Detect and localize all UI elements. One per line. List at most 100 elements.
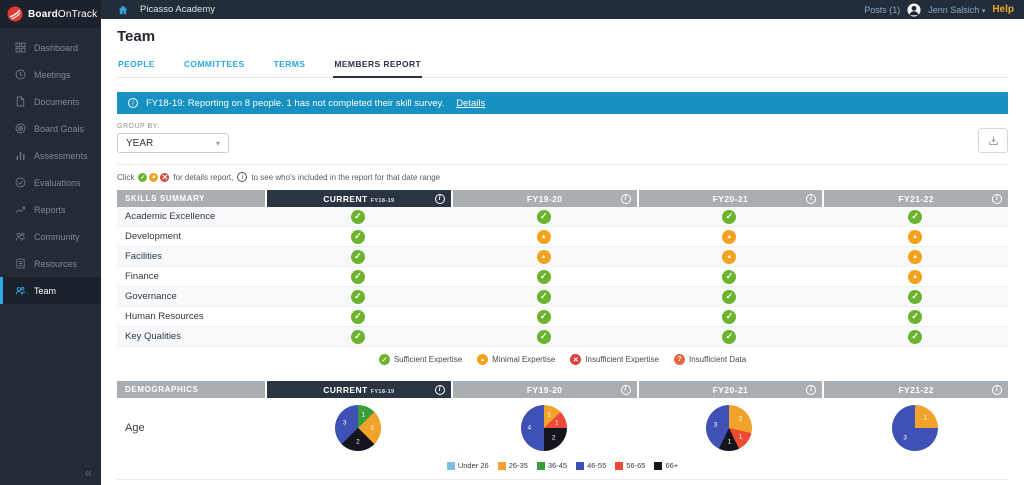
status-sufficient-icon[interactable]: ✓ (722, 269, 737, 284)
status-sufficient-icon[interactable]: ✓ (138, 172, 148, 182)
skill-row-development: Development ✓ ▲ ▲ ▲ (117, 227, 1008, 247)
status-minimal-icon[interactable]: ▲ (722, 229, 737, 244)
tab-committees[interactable]: COMMITTEES (183, 59, 245, 69)
sidebar-item-evaluations[interactable]: Evaluations (0, 169, 101, 196)
status-minimal-icon[interactable]: ▲ (908, 229, 923, 244)
status-sufficient-icon[interactable]: ✓ (536, 309, 551, 324)
status-minimal-icon[interactable]: ▲ (908, 269, 923, 284)
info-icon[interactable] (620, 193, 631, 204)
pie-value: 4 (527, 424, 532, 432)
skill-status-cell: ✓ (637, 269, 823, 284)
topbar: Picasso Academy Posts (1) Jenn Salsich ▾… (101, 0, 1024, 19)
skill-status-cell: ✓ (637, 289, 823, 304)
sidebar-item-label: Meetings (34, 69, 71, 80)
user-menu[interactable]: Jenn Salsich ▾ (928, 5, 985, 15)
status-sufficient-icon[interactable]: ✓ (722, 209, 737, 224)
sidebar-item-documents[interactable]: Documents (0, 88, 101, 115)
sidebar-item-dashboard[interactable]: Dashboard (0, 34, 101, 61)
skills-summary-rows: Academic Excellence ✓ ✓ ✓ ✓ Development ✓ ▲ ▲ ▲ Fa… (117, 207, 1008, 347)
status-minimal-icon[interactable]: ▲ (536, 249, 551, 264)
column-label: FY21-22 (898, 384, 934, 395)
home-icon[interactable] (117, 4, 129, 16)
status-sufficient-icon[interactable]: ✓ (536, 269, 551, 284)
sidebar-item-community[interactable]: Community (0, 223, 101, 250)
download-icon (987, 134, 1000, 147)
age-legend-item-56-65: 56-65 (615, 461, 645, 470)
sidebar-item-board-goals[interactable]: Board Goals (0, 115, 101, 142)
sidebar-item-resources[interactable]: Resources (0, 250, 101, 277)
legend-label: Under 26 (457, 461, 489, 470)
sidebar-item-label: Evaluations (34, 177, 81, 188)
status-sufficient-icon[interactable]: ✓ (908, 289, 923, 304)
status-minimal-icon[interactable]: ▲ (536, 229, 551, 244)
page-content: Team PEOPLE COMMITTEES TERMS MEMBERS REPORT… (101, 19, 1024, 485)
status-sufficient-icon[interactable]: ✓ (908, 329, 923, 344)
details-link[interactable]: Details (456, 97, 486, 109)
target-icon (14, 122, 27, 135)
info-icon[interactable] (806, 193, 817, 204)
info-icon[interactable] (434, 384, 445, 395)
info-banner: FY18-19: Reporting on 8 people. 1 has no… (117, 92, 1008, 114)
status-sufficient-icon[interactable]: ✓ (722, 329, 737, 344)
skill-status-cell: ✓ (451, 309, 637, 324)
status-minimal-icon[interactable]: ▲ (908, 249, 923, 264)
column-header-fy19-20: FY19-20 (452, 381, 637, 398)
user-avatar[interactable] (907, 2, 921, 17)
info-icon[interactable] (992, 384, 1002, 395)
column-header-fy20-21: FY20-21 (638, 190, 823, 207)
skill-status-cell: ▲ (637, 229, 823, 244)
sidebar-item-meetings[interactable]: Meetings (0, 61, 101, 88)
status-sufficient-icon[interactable]: ✓ (722, 289, 737, 304)
sidebar-item-reports[interactable]: Reports (0, 196, 101, 223)
skill-status-cell: ✓ (822, 309, 1008, 324)
status-sufficient-icon[interactable]: ✓ (722, 309, 737, 324)
tab-bar: PEOPLE COMMITTEES TERMS MEMBERS REPORT (117, 54, 1008, 78)
skill-status-cell: ✓ (451, 289, 637, 304)
tab-members-report[interactable]: MEMBERS REPORT (333, 54, 423, 78)
tab-terms[interactable]: TERMS (273, 59, 306, 69)
sidebar-item-assessments[interactable]: Assessments (0, 142, 101, 169)
info-icon[interactable] (434, 193, 445, 204)
export-button[interactable] (978, 128, 1008, 153)
status-sufficient-icon[interactable]: ✓ (350, 309, 365, 324)
status-sufficient-icon[interactable]: ✓ (350, 209, 365, 224)
status-sufficient-icon[interactable]: ✓ (536, 329, 551, 344)
skill-row-governance: Governance ✓ ✓ ✓ ✓ (117, 287, 1008, 307)
skill-name: Key Qualities (125, 331, 181, 342)
status-sufficient-icon[interactable]: ✓ (350, 289, 365, 304)
status-sufficient-icon[interactable]: ✓ (536, 209, 551, 224)
sidebar-item-label: Dashboard (34, 42, 79, 53)
status-sufficient-icon[interactable]: ✓ (536, 289, 551, 304)
status-minimal-icon[interactable]: ▲ (722, 249, 737, 264)
column-header-fy19-20: FY19-20 (452, 190, 637, 207)
tab-people[interactable]: PEOPLE (118, 59, 155, 69)
sidebar-item-team[interactable]: Team (0, 277, 101, 304)
sidebar-item-label: Reports (34, 204, 66, 215)
brand-logo[interactable]: BoardOnTrack (0, 0, 101, 28)
pie-value: 2 (356, 438, 360, 446)
legend-item-nodata: ? Insufficient Data (673, 354, 746, 365)
status-sufficient-icon[interactable]: ✓ (350, 229, 365, 244)
org-name[interactable]: Picasso Academy (140, 4, 215, 15)
info-icon[interactable] (806, 384, 817, 395)
skills-summary-header: SKILLS SUMMARYCURRENTFY18-19FY19-20FY20-… (117, 190, 1008, 207)
status-minimal-icon: ▲ (477, 354, 489, 365)
posts-link[interactable]: Posts (1) (864, 4, 901, 15)
status-minimal-icon[interactable]: ▲ (149, 172, 159, 182)
info-icon[interactable] (992, 193, 1002, 204)
group-by-select[interactable]: YEAR ▾ (117, 133, 229, 153)
status-sufficient-icon[interactable]: ✓ (350, 269, 365, 284)
help-link[interactable]: Help (992, 4, 1014, 15)
status-sufficient-icon[interactable]: ✓ (908, 209, 923, 224)
sidebar-collapse-button[interactable]: « (84, 465, 92, 480)
status-sufficient-icon[interactable]: ✓ (908, 309, 923, 324)
status-insufficient-icon[interactable]: ✕ (160, 172, 170, 182)
legend-swatch (615, 461, 624, 470)
skill-status-cell: ✓ (265, 269, 451, 284)
status-sufficient-icon[interactable]: ✓ (350, 329, 365, 344)
info-icon[interactable] (620, 384, 631, 395)
legend-swatch (536, 461, 545, 470)
status-sufficient-icon[interactable]: ✓ (350, 249, 365, 264)
skill-status-cell: ✓ (265, 289, 451, 304)
